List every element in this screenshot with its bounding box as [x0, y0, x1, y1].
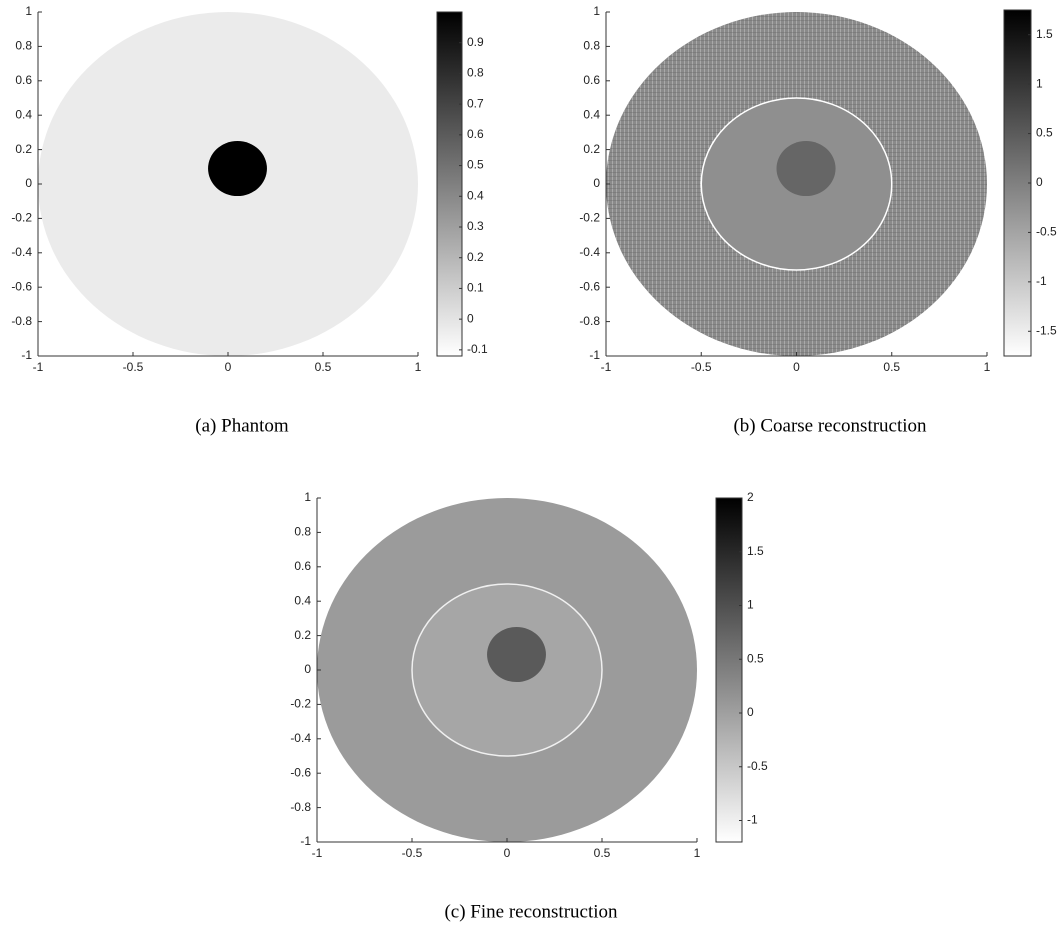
caption: (c) Fine reconstruction [444, 901, 618, 922]
y-tick-label: -0.6 [11, 279, 32, 293]
colorbar [715, 497, 743, 843]
y-tick-label: 0.6 [15, 73, 32, 87]
colorbar-tick-label: 0.9 [467, 35, 484, 49]
colorbar-tick-label: -1 [747, 813, 758, 827]
x-tick-label: 0 [504, 846, 511, 860]
y-tick-label: 0 [25, 176, 32, 190]
colorbar-tick-label: 1 [1036, 76, 1043, 90]
y-tick-label: 0 [593, 176, 600, 190]
x-tick-label: -1 [601, 360, 612, 374]
x-tick-label: -1 [312, 846, 323, 860]
colorbar-tick-label: -1 [1036, 274, 1047, 288]
x-tick-label: 0 [793, 360, 800, 374]
colorbar-tick-label: 0.1 [467, 281, 484, 295]
y-tick-label: 0.2 [15, 142, 32, 156]
y-tick-label: 0.4 [15, 107, 32, 121]
y-tick-label: 0.6 [294, 559, 311, 573]
y-tick-label: -0.4 [11, 245, 32, 259]
y-tick-label: -1 [300, 834, 311, 848]
y-tick-label: -0.8 [290, 800, 311, 814]
colorbar-tick-label: 0.5 [467, 158, 484, 172]
x-tick-label: -0.5 [691, 360, 712, 374]
y-tick-label: 0.8 [15, 39, 32, 53]
colorbar-tick-label: 2 [747, 490, 754, 504]
colorbar-tick-label: -1.5 [1036, 323, 1057, 337]
colorbar-tick-label: 0 [747, 705, 754, 719]
colorbar-tick-label: 0.3 [467, 219, 484, 233]
y-tick-label: -0.4 [579, 245, 600, 259]
colorbar-tick-label: 1.5 [1036, 27, 1053, 41]
x-tick-label: 0.5 [883, 360, 900, 374]
colorbar [436, 11, 463, 357]
y-tick-label: 0.4 [583, 107, 600, 121]
caption: (b) Coarse reconstruction [733, 415, 927, 436]
colorbar-tick-label: -0.1 [467, 342, 488, 356]
y-tick-label: 0 [304, 662, 311, 676]
y-tick-label: 0.8 [583, 39, 600, 53]
y-tick-label: -0.8 [579, 314, 600, 328]
caption: (a) Phantom [195, 415, 289, 436]
colorbar-tick-label: 0 [1036, 175, 1043, 189]
colorbar-tick-label: 0.5 [1036, 126, 1053, 140]
colorbar-tick-label: 0.8 [467, 66, 484, 80]
x-tick-label: 0.5 [315, 360, 332, 374]
colorbar-tick-label: 0.7 [467, 96, 484, 110]
y-tick-label: -0.6 [290, 765, 311, 779]
x-tick-label: 1 [415, 360, 422, 374]
x-tick-label: 1 [984, 360, 991, 374]
x-tick-label: -1 [33, 360, 44, 374]
colorbar-tick-label: 0.6 [467, 127, 484, 141]
colorbar-tick-label: 1 [747, 598, 754, 612]
y-tick-label: 0.2 [583, 142, 600, 156]
x-tick-label: -0.5 [123, 360, 144, 374]
inclusion [776, 141, 836, 197]
y-tick-label: -0.2 [579, 211, 600, 225]
y-tick-label: 0.4 [294, 593, 311, 607]
y-tick-label: -0.2 [11, 211, 32, 225]
inclusion [487, 627, 546, 683]
colorbar-tick-label: 0.5 [747, 651, 764, 665]
y-tick-label: 1 [25, 4, 32, 18]
colorbar [1003, 9, 1032, 357]
x-tick-label: 0 [225, 360, 232, 374]
y-tick-label: -0.8 [11, 314, 32, 328]
colorbar-tick-label: 0.2 [467, 250, 484, 264]
y-tick-label: 0.8 [294, 525, 311, 539]
y-tick-label: 0.6 [583, 73, 600, 87]
y-tick-label: -0.6 [579, 279, 600, 293]
colorbar-tick-label: -0.5 [1036, 225, 1057, 239]
y-tick-label: 0.2 [294, 628, 311, 642]
y-tick-label: 1 [304, 490, 311, 504]
y-tick-label: -1 [589, 348, 600, 362]
x-tick-label: 0.5 [594, 846, 611, 860]
y-tick-label: 1 [593, 4, 600, 18]
y-tick-label: -0.2 [290, 697, 311, 711]
colorbar-tick-label: 1.5 [747, 544, 764, 558]
colorbar-tick-label: -0.5 [747, 759, 768, 773]
x-tick-label: 1 [694, 846, 701, 860]
colorbar-tick-label: 0 [467, 311, 474, 325]
colorbar-tick-label: 0.4 [467, 188, 484, 202]
y-tick-label: -1 [21, 348, 32, 362]
y-tick-label: -0.4 [290, 731, 311, 745]
x-tick-label: -0.5 [402, 846, 423, 860]
inclusion [208, 141, 267, 197]
